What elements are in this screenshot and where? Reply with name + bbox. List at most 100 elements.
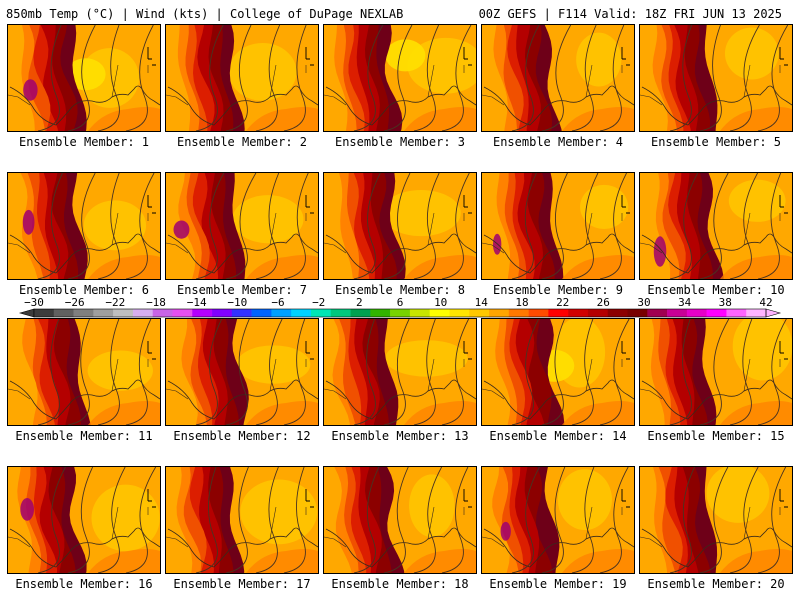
ensemble-member-label: Ensemble Member: 19 <box>489 577 627 591</box>
colorbar-swatch <box>113 309 134 317</box>
gulf-area <box>246 255 318 279</box>
ensemble-member-label: Ensemble Member: 11 <box>15 429 153 443</box>
temperature-field <box>8 319 160 425</box>
gulf-area <box>404 107 476 131</box>
height-contour <box>353 319 376 425</box>
ensemble-member-map <box>639 318 793 426</box>
height-contour <box>255 173 280 279</box>
colorbar-swatch <box>212 309 233 317</box>
height-contour <box>669 173 699 279</box>
height-contour <box>37 25 62 131</box>
ensemble-member-map <box>7 172 161 280</box>
political-border <box>640 64 781 106</box>
temperature-field <box>166 173 318 279</box>
height-contour <box>669 319 692 425</box>
colorbar-tick-label: 2 <box>356 296 363 309</box>
ensemble-member-label: Ensemble Member: 3 <box>334 135 466 149</box>
ensemble-member-label: Ensemble Member: 10 <box>647 283 785 297</box>
ensemble-member-label: Ensemble Member: 9 <box>492 283 624 297</box>
ensemble-member-map <box>639 172 793 280</box>
height-contour <box>195 319 223 425</box>
coastline <box>483 379 634 420</box>
height-contour <box>669 25 693 131</box>
colorbar-tick-label: −14 <box>187 296 207 309</box>
ensemble-member-label: Ensemble Member: 4 <box>492 135 624 149</box>
height-contour <box>97 467 126 573</box>
wind-barb <box>147 195 156 214</box>
colorbar-swatch <box>271 309 292 317</box>
temperature-band <box>324 319 350 425</box>
ensemble-member-label: Ensemble Member: 6 <box>18 283 150 297</box>
gulf-area <box>562 549 634 573</box>
warm-area <box>236 345 311 384</box>
height-contour <box>225 319 250 425</box>
colorbar-tick-label: 42 <box>759 296 772 309</box>
height-contour <box>383 319 410 425</box>
ensemble-member-map <box>323 466 477 574</box>
height-contour <box>441 173 470 279</box>
height-contour <box>37 173 63 279</box>
colorbar-tick-label: −2 <box>312 296 325 309</box>
political-border <box>482 64 623 106</box>
ensemble-member-map <box>639 24 793 132</box>
height-contour <box>353 25 384 131</box>
ensemble-member-map <box>7 24 161 132</box>
height-contour <box>757 25 789 131</box>
height-contour <box>511 467 540 573</box>
colorbar-tick-label: 38 <box>719 296 732 309</box>
ensemble-member-map <box>323 318 477 426</box>
height-contour <box>383 173 411 279</box>
height-contour <box>599 25 625 131</box>
height-contour <box>125 25 154 131</box>
gulf-area <box>404 401 476 425</box>
colorbar-tick-label: 34 <box>678 296 692 309</box>
ensemble-member-label: Ensemble Member: 2 <box>176 135 308 149</box>
colorbar-swatch <box>528 309 549 317</box>
colorbar-tick-label: −22 <box>105 296 125 309</box>
warm-area <box>409 474 455 538</box>
height-contour <box>599 467 629 573</box>
temperature-band <box>324 467 352 573</box>
colorbar-swatch <box>489 309 510 317</box>
coastline <box>167 527 318 568</box>
height-contour <box>669 467 695 573</box>
coastline <box>641 379 792 420</box>
coastline <box>483 85 634 126</box>
temperature-field <box>482 173 634 279</box>
ensemble-member-map <box>165 24 319 132</box>
ensemble-member-map <box>639 466 793 574</box>
ensemble-member-label: Ensemble Member: 18 <box>331 577 469 591</box>
height-contour <box>67 319 90 425</box>
colorbar-swatch <box>370 309 391 317</box>
coastline <box>641 85 792 126</box>
wind-barb <box>305 47 314 66</box>
hot-spot <box>500 521 511 541</box>
coastline <box>9 527 160 568</box>
height-contour <box>413 319 436 425</box>
political-border <box>166 212 307 254</box>
ensemble-member-label: Ensemble Member: 5 <box>650 135 782 149</box>
temperature-field <box>8 467 160 573</box>
height-contour <box>125 173 155 279</box>
height-contour <box>413 25 440 131</box>
colorbar-swatch <box>132 309 153 317</box>
height-contour <box>195 173 225 279</box>
height-contour <box>97 319 120 425</box>
gulf-area <box>88 107 160 131</box>
colorbar-tick-label: 6 <box>397 296 404 309</box>
gulf-area <box>562 401 634 425</box>
height-contour <box>541 467 566 573</box>
height-contour <box>283 467 306 573</box>
gulf-area <box>88 549 160 573</box>
political-border <box>640 506 781 548</box>
wind-barb <box>779 341 788 360</box>
ensemble-member-label: Ensemble Member: 15 <box>647 429 785 443</box>
colorbar-left-arrow <box>18 308 35 318</box>
height-contour <box>729 467 759 573</box>
height-contour <box>353 173 381 279</box>
wind-barb <box>305 341 314 360</box>
height-contour <box>757 467 787 573</box>
height-contour <box>511 25 540 131</box>
colorbar-frame <box>33 308 767 318</box>
colorbar-swatch <box>449 309 470 317</box>
